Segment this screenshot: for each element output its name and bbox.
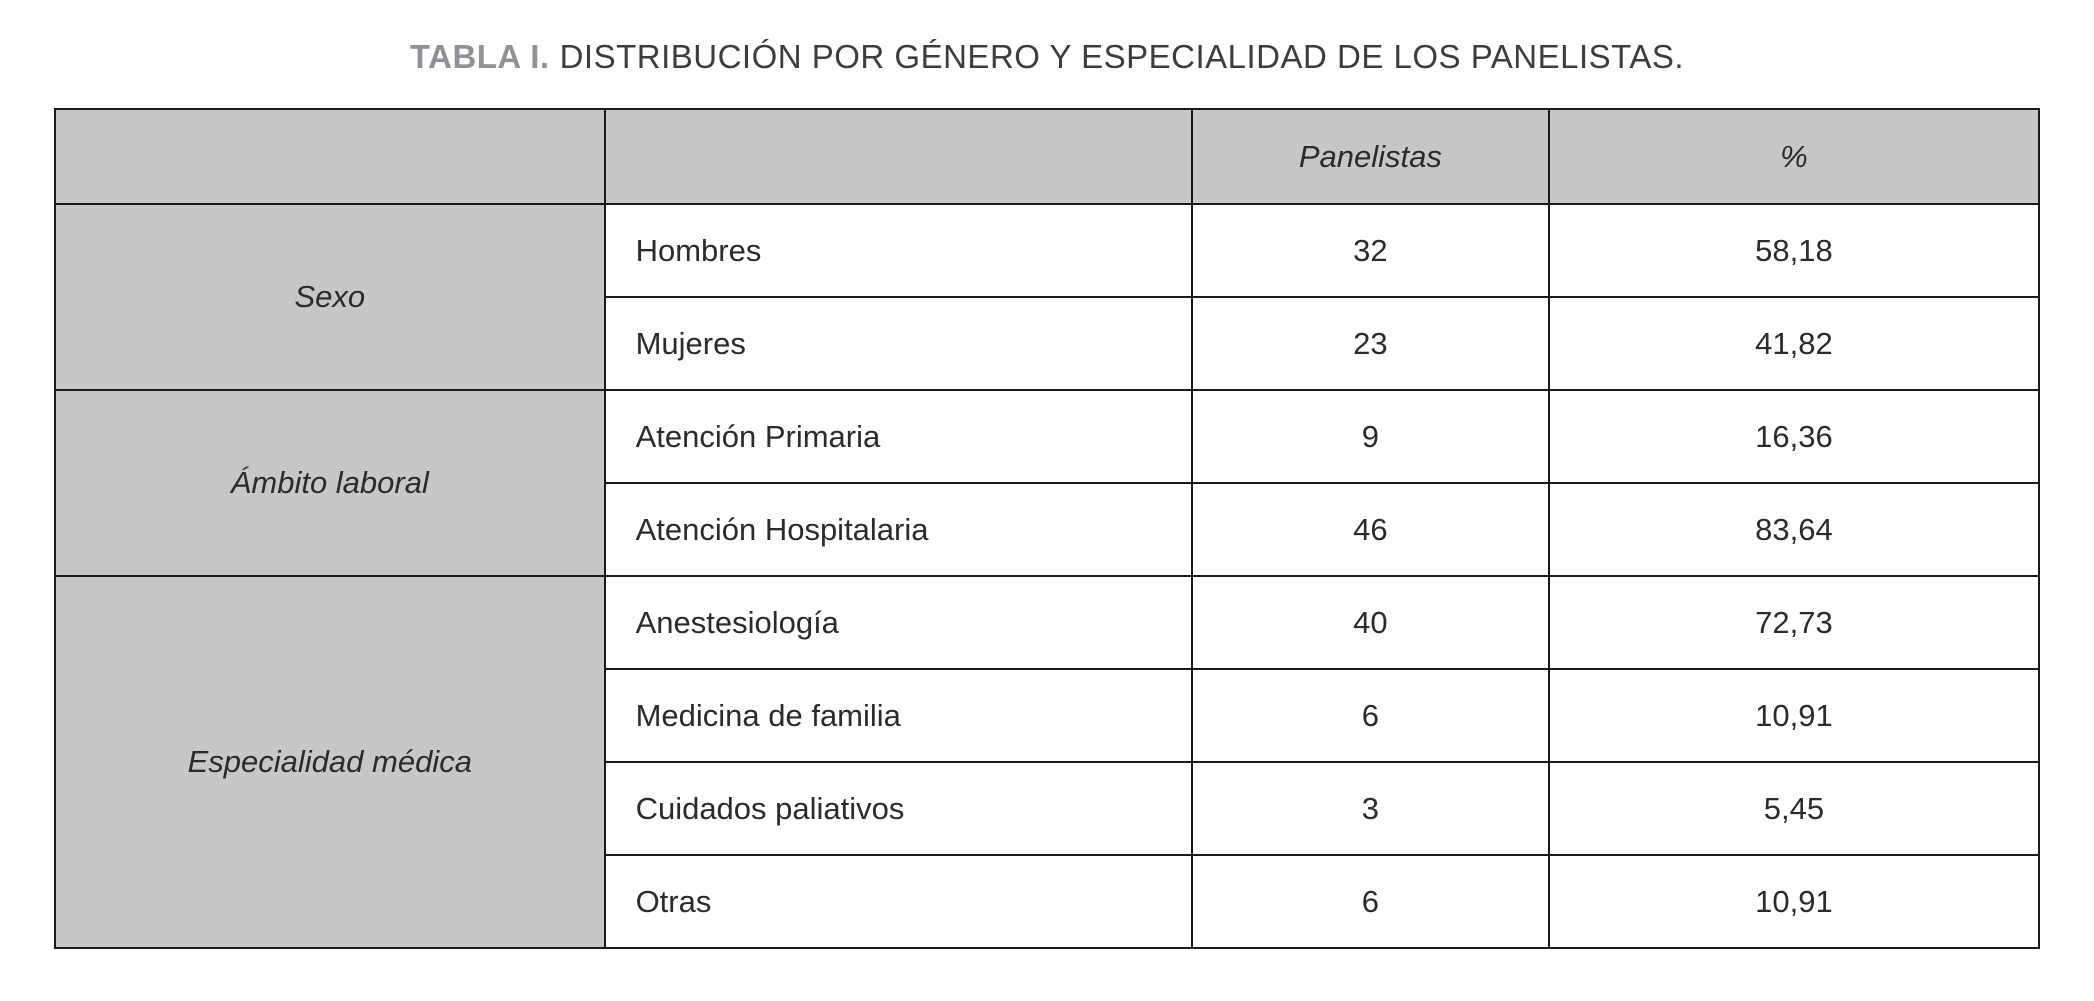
row-panelistas: 6 bbox=[1190, 668, 1550, 763]
table-row: Sexo Hombres 32 58,18 bbox=[54, 203, 2041, 391]
header-row: Panelistas % bbox=[54, 108, 2041, 205]
row-percent: 41,82 bbox=[1547, 296, 2041, 391]
row-panelistas: 32 bbox=[1190, 203, 1550, 298]
table-row: Cuidados paliativos 3 5,45 bbox=[55, 761, 2041, 856]
table-row: Atención Hospitalaria 46 83,64 bbox=[55, 482, 2041, 577]
group-label-ambito-laboral: Ámbito laboral bbox=[54, 389, 606, 577]
row-category: Otras bbox=[603, 854, 1193, 949]
header-empty-group bbox=[54, 108, 606, 205]
header-empty-category bbox=[603, 108, 1193, 205]
table-title-text: DISTRIBUCIÓN POR GÉNERO Y ESPECIALIDAD D… bbox=[559, 38, 1685, 75]
table-row: Otras 6 10,91 bbox=[55, 854, 2041, 949]
row-percent: 16,36 bbox=[1547, 389, 2041, 484]
table-row: Ámbito laboral Atención Primaria 9 16,36 bbox=[54, 389, 2041, 577]
row-panelistas: 9 bbox=[1190, 389, 1550, 484]
row-category: Atención Hospitalaria bbox=[603, 482, 1193, 577]
row-percent: 58,18 bbox=[1547, 203, 2041, 298]
row-percent: 10,91 bbox=[1547, 668, 2041, 763]
row-category: Anestesiología bbox=[603, 575, 1193, 670]
table-title-label: TABLA I. bbox=[409, 38, 550, 75]
row-category: Hombres bbox=[603, 203, 1193, 298]
row-category: Cuidados paliativos bbox=[603, 761, 1193, 856]
table-row: Medicina de familia 6 10,91 bbox=[55, 668, 2041, 763]
row-percent: 72,73 bbox=[1547, 575, 2041, 670]
header-panelistas: Panelistas bbox=[1190, 108, 1550, 205]
table-title: TABLA I. DISTRIBUCIÓN POR GÉNERO Y ESPECI… bbox=[0, 38, 2094, 76]
group-label-especialidad-medica: Especialidad médica bbox=[54, 575, 606, 949]
row-panelistas: 46 bbox=[1190, 482, 1550, 577]
row-category: Mujeres bbox=[603, 296, 1193, 391]
panelists-table: Panelistas % Sexo Hombres 32 58,18 Mujer… bbox=[54, 108, 2041, 949]
row-percent: 83,64 bbox=[1547, 482, 2041, 577]
row-panelistas: 23 bbox=[1190, 296, 1550, 391]
group-label-sexo: Sexo bbox=[54, 203, 606, 391]
row-panelistas: 6 bbox=[1190, 854, 1550, 949]
row-percent: 10,91 bbox=[1547, 854, 2041, 949]
header-percent: % bbox=[1547, 108, 2041, 205]
table-row: Mujeres 23 41,82 bbox=[55, 296, 2041, 391]
row-category: Medicina de familia bbox=[603, 668, 1193, 763]
row-category: Atención Primaria bbox=[603, 389, 1193, 484]
table-row: Especialidad médica Anestesiología 40 72… bbox=[54, 575, 2041, 949]
row-percent: 5,45 bbox=[1547, 761, 2041, 856]
row-panelistas: 40 bbox=[1190, 575, 1550, 670]
row-panelistas: 3 bbox=[1190, 761, 1550, 856]
